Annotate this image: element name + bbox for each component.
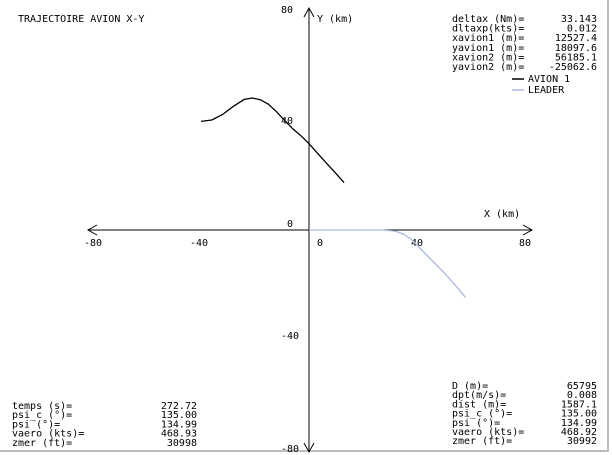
x-tick-label: 80 bbox=[519, 238, 531, 249]
info-top-right-value: 56185.1 bbox=[555, 52, 597, 63]
info-bottom-left-value: 135.00 bbox=[161, 410, 197, 421]
y-tick-label: 40 bbox=[281, 116, 293, 127]
info-panel-bottom-right: D (m)= 65795 dpt(m/s)= 0.008 dist (m)= 1587.1… bbox=[452, 381, 597, 447]
x-axis-label: X (km) bbox=[484, 209, 520, 220]
info-bottom-right-label: psi_c (°)= bbox=[452, 409, 512, 420]
info-bottom-left-label: psi_c (°)= bbox=[12, 410, 72, 421]
x-tick-label: -80 bbox=[84, 238, 102, 249]
info-bottom-right-value: 134.99 bbox=[561, 418, 597, 429]
info-bottom-left-value: 30998 bbox=[167, 438, 197, 449]
info-top-right-label: yavion2 (m)= bbox=[452, 62, 524, 73]
y-tick-label: 0 bbox=[287, 219, 293, 230]
y-tick-label: -40 bbox=[281, 331, 299, 342]
y-axis-arrow-top bbox=[303, 6, 315, 18]
y-axis-arrow-bottom bbox=[303, 442, 315, 454]
x-tick-label: -40 bbox=[190, 238, 208, 249]
info-top-right-label: xavion1 (m)= bbox=[452, 33, 524, 44]
info-top-right-label: dltaxp(kts)= bbox=[452, 24, 524, 35]
info-top-right-value: -25062.6 bbox=[549, 62, 597, 73]
info-bottom-right-value: 30992 bbox=[567, 436, 597, 447]
info-bottom-right-label: vaero (kts)= bbox=[452, 427, 524, 438]
chart-title: TRAJECTOIRE AVION X-Y bbox=[18, 14, 144, 25]
info-bottom-left-label: psi (°)= bbox=[12, 419, 60, 430]
info-top-right-label: deltax (Nm)= bbox=[452, 14, 524, 25]
legend-label-leader: LEADER bbox=[528, 85, 565, 96]
info-bottom-right-label: dist (m)= bbox=[452, 399, 506, 410]
info-bottom-left-label: vaero (kts)= bbox=[12, 429, 84, 440]
info-bottom-left-label: temps (s)= bbox=[12, 401, 72, 412]
info-bottom-left-value: 134.99 bbox=[161, 419, 197, 430]
info-bottom-right-value: 0.008 bbox=[567, 390, 597, 401]
info-bottom-left-value: 272.72 bbox=[161, 401, 197, 412]
info-top-right-label: xavion2 (m)= bbox=[452, 52, 524, 63]
info-top-right-label: yavion1 (m)= bbox=[452, 43, 524, 54]
info-top-right-value: 33.143 bbox=[561, 14, 597, 25]
y-tick-label: 80 bbox=[281, 5, 293, 16]
info-bottom-right-value: 1587.1 bbox=[561, 399, 597, 410]
series-line-leader bbox=[309, 229, 467, 298]
info-bottom-right-value: 135.00 bbox=[561, 409, 597, 420]
info-bottom-right-label: zmer (ft)= bbox=[452, 436, 512, 447]
y-axis-label: Y (km) bbox=[317, 14, 353, 25]
info-bottom-right-value: 65795 bbox=[567, 381, 597, 392]
info-bottom-left-value: 468.93 bbox=[161, 429, 197, 440]
legend-label-avion1: AVION 1 bbox=[528, 74, 570, 85]
y-tick-label: -80 bbox=[281, 444, 299, 455]
info-bottom-right-value: 468.92 bbox=[561, 427, 597, 438]
x-axis-arrow-left bbox=[86, 224, 98, 236]
info-panel-top-right: deltax (Nm)= 33.143 dltaxp(kts)= 0.012 xavio… bbox=[452, 14, 597, 73]
info-top-right-value: 18097.6 bbox=[555, 43, 597, 54]
info-top-right-value: 0.012 bbox=[567, 24, 597, 35]
x-tick-label: 40 bbox=[411, 238, 423, 249]
info-bottom-right-label: psi (°)= bbox=[452, 418, 500, 429]
series-line-avion1 bbox=[200, 97, 345, 184]
x-tick-label: 0 bbox=[317, 238, 323, 249]
info-top-right-value: 12527.4 bbox=[555, 33, 597, 44]
info-bottom-right-label: D (m)= bbox=[452, 381, 488, 392]
x-axis-arrow-right bbox=[522, 224, 534, 236]
info-bottom-right-label: dpt(m/s)= bbox=[452, 390, 506, 401]
info-bottom-left-label: zmer (ft)= bbox=[12, 438, 72, 449]
info-panel-bottom-left: temps (s)= 272.72 psi_c (°)= 135.00 psi (°)=… bbox=[12, 401, 197, 449]
